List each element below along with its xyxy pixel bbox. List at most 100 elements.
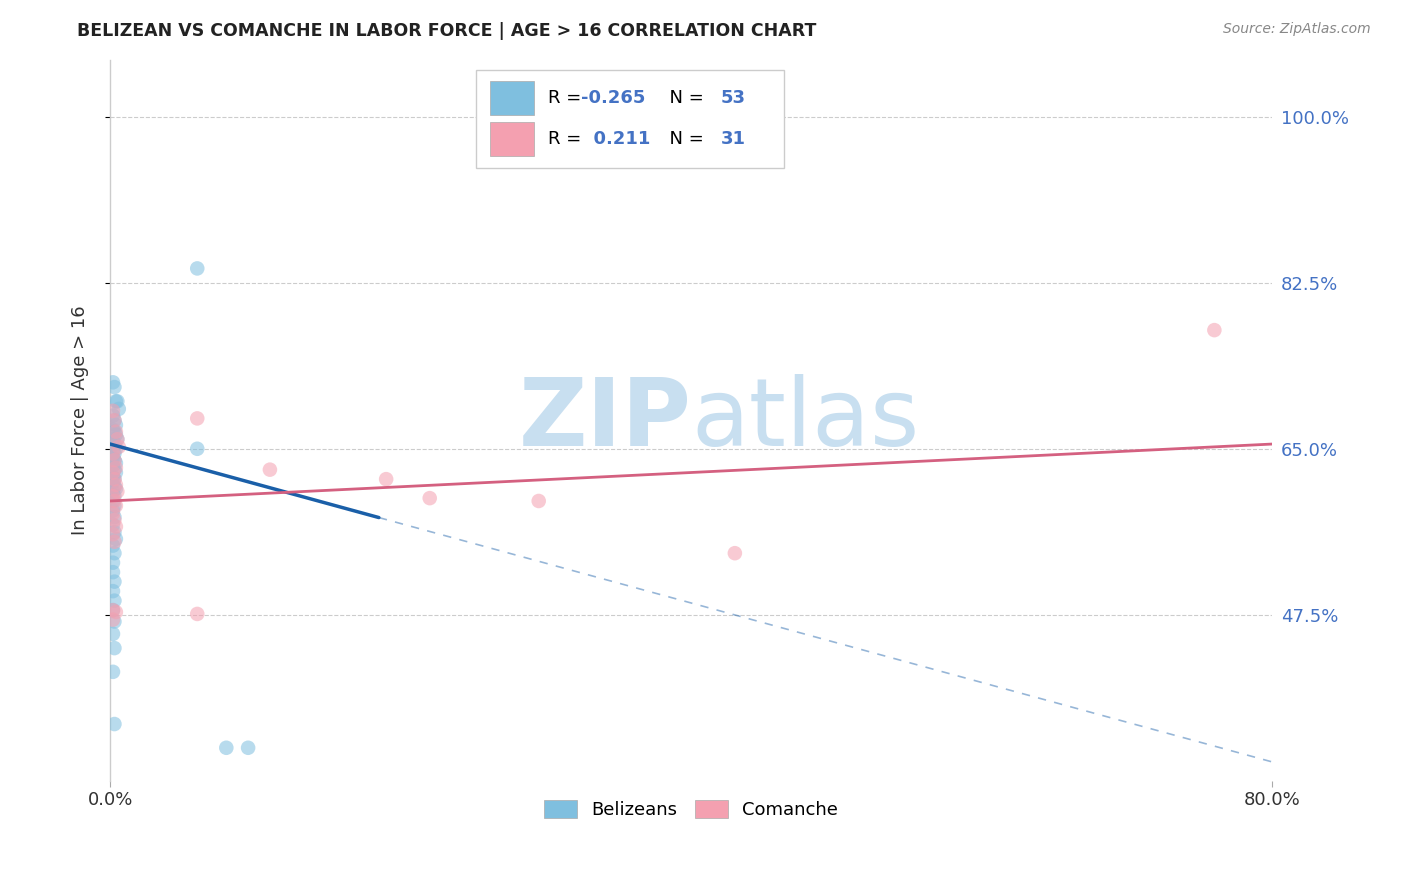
Point <box>103 453 125 467</box>
Point <box>103 510 125 524</box>
Text: Source: ZipAtlas.com: Source: ZipAtlas.com <box>1223 22 1371 37</box>
Point <box>101 443 124 458</box>
Point <box>101 613 124 627</box>
FancyBboxPatch shape <box>491 121 534 156</box>
Point <box>101 423 124 437</box>
Point <box>103 437 125 451</box>
Text: R =: R = <box>548 89 588 107</box>
Point <box>104 442 127 456</box>
Point <box>186 411 208 425</box>
Point <box>419 491 441 505</box>
Point <box>103 574 125 589</box>
Text: N =: N = <box>658 89 709 107</box>
Point <box>101 466 124 480</box>
Text: N =: N = <box>658 130 709 148</box>
Point <box>101 489 124 503</box>
Point <box>103 453 125 467</box>
Point <box>103 472 125 486</box>
Point <box>101 470 124 484</box>
Point <box>103 480 125 494</box>
Point <box>101 556 124 570</box>
Text: 53: 53 <box>720 89 745 107</box>
Point <box>103 425 125 439</box>
Point <box>527 494 550 508</box>
Point <box>104 519 127 533</box>
Point <box>724 546 747 560</box>
Point <box>103 615 125 629</box>
Point <box>101 539 124 553</box>
Legend: Belizeans, Comanche: Belizeans, Comanche <box>537 792 845 826</box>
Text: 0.211: 0.211 <box>581 130 650 148</box>
Point <box>103 717 125 731</box>
Point <box>259 463 281 477</box>
Point <box>103 513 125 527</box>
Point <box>107 401 129 416</box>
Point <box>104 499 127 513</box>
Point <box>104 605 127 619</box>
Point <box>101 527 124 541</box>
Point <box>101 404 124 418</box>
Point <box>105 394 128 409</box>
Point <box>101 584 124 599</box>
Point <box>104 427 127 442</box>
Point <box>101 517 124 532</box>
Point <box>104 418 127 433</box>
Point <box>186 261 208 276</box>
Point <box>101 665 124 679</box>
Point <box>101 409 124 423</box>
Point <box>101 376 124 390</box>
Point <box>103 380 125 394</box>
Point <box>186 442 208 456</box>
Point <box>101 484 124 499</box>
Point <box>103 534 125 549</box>
Point <box>104 478 127 492</box>
Point <box>104 394 127 409</box>
Point <box>375 472 398 486</box>
Point <box>101 603 124 617</box>
Point <box>215 740 238 755</box>
Point <box>101 565 124 579</box>
Text: R =: R = <box>548 130 588 148</box>
Point <box>101 627 124 641</box>
Y-axis label: In Labor Force | Age > 16: In Labor Force | Age > 16 <box>72 305 89 535</box>
FancyBboxPatch shape <box>491 80 534 115</box>
Point <box>1204 323 1226 337</box>
Text: ZIP: ZIP <box>519 375 692 467</box>
Point <box>103 413 125 427</box>
Point <box>103 546 125 560</box>
Point <box>104 456 127 470</box>
Point <box>107 440 129 454</box>
Text: BELIZEAN VS COMANCHE IN LABOR FORCE | AGE > 16 CORRELATION CHART: BELIZEAN VS COMANCHE IN LABOR FORCE | AG… <box>77 22 817 40</box>
Point <box>101 503 124 517</box>
Point <box>186 607 208 621</box>
Point <box>105 484 128 499</box>
Point <box>104 425 127 439</box>
Point <box>103 472 125 486</box>
Point <box>103 446 125 460</box>
Point <box>101 494 124 508</box>
Text: 31: 31 <box>720 130 745 148</box>
Point <box>104 482 127 496</box>
Point <box>103 413 125 427</box>
Point <box>236 740 259 755</box>
Point <box>101 475 124 489</box>
Point <box>101 506 124 520</box>
Point <box>103 499 125 513</box>
Point <box>101 451 124 466</box>
Point <box>103 593 125 607</box>
Point <box>103 494 125 508</box>
Point <box>104 532 127 546</box>
Point <box>103 463 125 477</box>
Point <box>103 641 125 656</box>
Point <box>101 446 124 460</box>
Point <box>105 432 128 446</box>
Point <box>103 525 125 540</box>
FancyBboxPatch shape <box>477 70 785 168</box>
Text: -0.265: -0.265 <box>581 89 645 107</box>
Point <box>103 489 125 503</box>
Point <box>101 603 124 617</box>
Point <box>101 432 124 446</box>
Point <box>101 458 124 473</box>
Point <box>105 432 128 446</box>
Point <box>104 466 127 480</box>
